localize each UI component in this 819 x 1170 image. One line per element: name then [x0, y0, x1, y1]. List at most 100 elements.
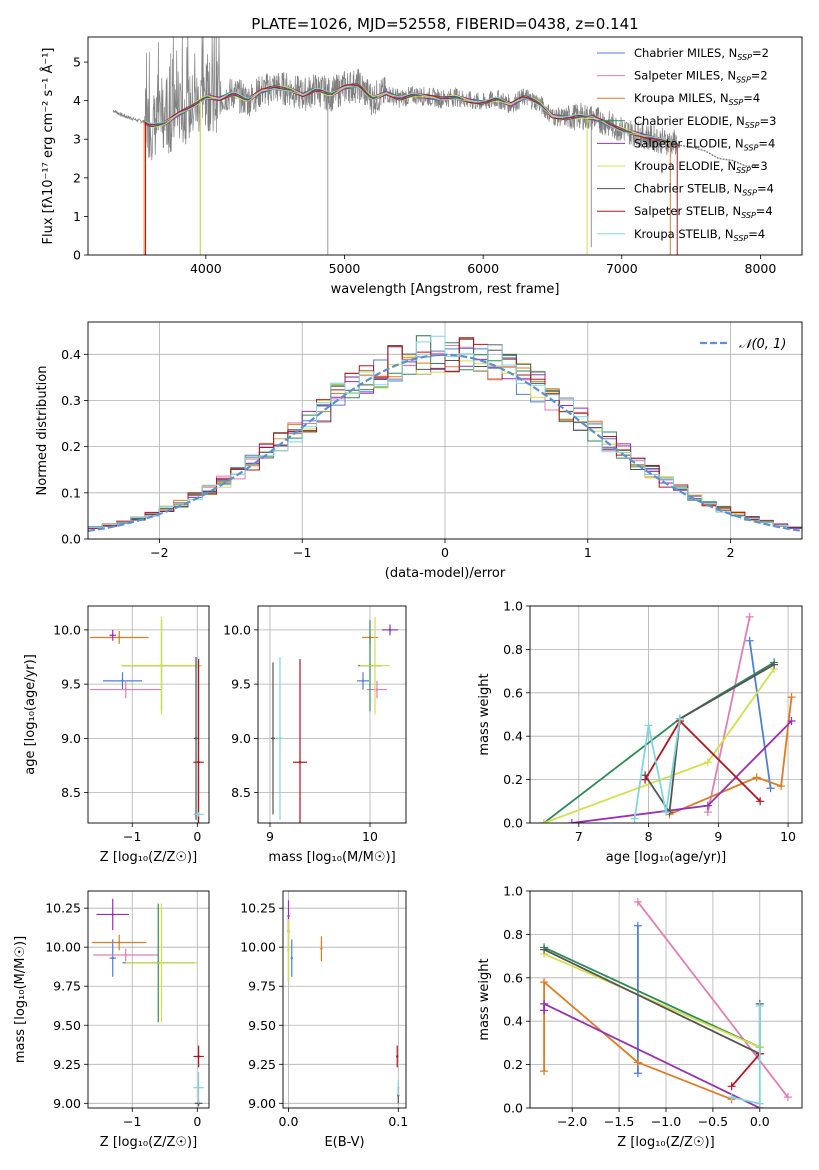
- age-vs-mass-axes-frame: [257, 605, 407, 824]
- age-vs-mass-errorbar: [293, 659, 307, 823]
- age-vs-Z-errorbar: [89, 630, 149, 644]
- mass-weight-vs-age-line: [633, 718, 681, 819]
- age-vs-mass-y-tick-label: 10.0: [223, 622, 251, 637]
- age-vs-mass-xlabel: mass [log₁₀(M/M☉)]: [268, 850, 395, 865]
- spectrum-axes: 4000 5000 6000 7000 8000 0 1 2 3 4 5: [73, 55, 776, 276]
- mass-weight-vs-age-marker: [630, 814, 639, 823]
- mass-weight-vs-Z-marker: [540, 999, 549, 1008]
- mass-weight-vs-age-marker: [745, 612, 754, 621]
- legend-entry: Salpeter ELODIE, NSSP=4: [634, 136, 775, 152]
- residuals-x-tick-label: 0: [441, 545, 449, 560]
- mass-weight-vs-age-series: [539, 612, 796, 823]
- data-point: [361, 679, 365, 683]
- age-vs-mass-errorbar: [357, 672, 369, 690]
- residuals-x-tick-label: −2: [150, 545, 168, 560]
- spectrum-y-tick-label: 4: [73, 93, 81, 108]
- data-point: [271, 737, 275, 740]
- age-vs-Z-points: [89, 616, 204, 823]
- mass-weight-vs-Z-axes: −2.0 −1.5 −1.0 −0.5 0.0 0.0 0.2 0.4 0.6 0.8 1.0: [503, 884, 802, 1129]
- mass-weight-vs-Z-xlabel: Z [log₁₀(Z/Z☉)]: [617, 1135, 714, 1150]
- residuals-x-tick-label: 1: [584, 545, 592, 560]
- mass-weight-vs-age-marker: [703, 758, 712, 767]
- mass-weight-vs-Z-marker: [540, 1067, 549, 1076]
- data-point: [111, 956, 114, 960]
- age-vs-Z-y-tick-label: 8.5: [61, 785, 81, 800]
- mass-weight-vs-Z-marker: [783, 1093, 792, 1102]
- mass-vs-ebv-y-tick-label: 10.00: [240, 940, 276, 955]
- age-vs-mass-x-tick-label: 10: [362, 829, 378, 844]
- mass-vs-Z-axes: −1 0 9.00 9.25 9.50 9.75 10.00 10.25: [45, 891, 209, 1129]
- age-vs-mass-errorbar: [271, 662, 275, 815]
- data-point: [197, 1086, 200, 1089]
- data-point: [111, 913, 114, 916]
- data-point: [197, 813, 200, 816]
- mass-weight-vs-Z-axes-frame: [529, 890, 803, 1109]
- mass-vs-ebv-y-tick-label: 9.25: [248, 1057, 276, 1072]
- mass-vs-Z-ylabel: mass [log₁₀(M/M☉)]: [13, 936, 28, 1063]
- figure-title: PLATE=1026, MJD=52558, FIBERID=0438, z=0…: [251, 15, 638, 33]
- age-vs-Z-errorbar: [193, 812, 204, 817]
- mass-weight-vs-Z-x-tick-label: 0.0: [750, 1114, 770, 1129]
- residuals-y-tick-label: 0.4: [61, 347, 81, 362]
- spectrum-x-tick-label: 6000: [467, 261, 499, 276]
- data-point: [396, 1055, 399, 1058]
- mass-vs-ebv-points: [287, 900, 400, 1104]
- mass-weight-vs-Z-marker: [755, 1099, 764, 1108]
- spectrum-y-tick-label: 5: [73, 55, 81, 70]
- mass-weight-vs-age-marker: [752, 773, 761, 782]
- mass-vs-ebv-errorbar: [320, 936, 323, 962]
- age-vs-Z-axes-frame: [87, 605, 210, 824]
- mass-weight-vs-Z-y-tick-label: 1.0: [503, 884, 523, 899]
- mass-weight-vs-Z-x-tick-label: −1.0: [651, 1114, 681, 1129]
- mass-vs-ebv-y-tick-label: 10.25: [240, 901, 276, 916]
- mass-weight-vs-Z-y-tick-label: 0.4: [503, 1014, 523, 1029]
- mass-vs-ebv-errorbar: [290, 939, 293, 977]
- mass-weight-vs-age-marker: [641, 775, 650, 784]
- residuals-axes-frame: [87, 321, 803, 540]
- mass-weight-vs-Z-marker: [540, 945, 549, 954]
- age-vs-Z-errorbar: [194, 656, 198, 820]
- spectrum-ylabel: Flux [fλ10⁻¹⁷ erg cm⁻² s⁻¹ Å⁻¹]: [40, 48, 56, 245]
- mass-weight-vs-Z-marker: [633, 1069, 642, 1078]
- spectrum-data: [112, 37, 678, 161]
- mass-weight-vs-Z-line: [637, 901, 789, 1098]
- mass-weight-vs-age-y-tick-label: 0.4: [503, 729, 523, 744]
- spectrum-model-line: [144, 83, 669, 143]
- residuals-y-tick-label: 0.1: [61, 485, 81, 500]
- mass-weight-vs-age-y-tick-label: 0.2: [503, 772, 523, 787]
- mass-weight-vs-Z-marker: [727, 1082, 736, 1091]
- mass-weight-vs-Z-line: [731, 1053, 761, 1087]
- age-vs-mass-y-tick-label: 9.0: [231, 731, 251, 746]
- age-vs-Z-xlabel: Z [log₁₀(Z/Z☉)]: [100, 850, 197, 865]
- age-vs-Z-x-tick-label: 0: [193, 829, 201, 844]
- mass-vs-ebv-errorbar: [396, 1045, 399, 1068]
- mass-weight-vs-Z-y-tick-label: 0.6: [503, 970, 523, 985]
- data-point: [287, 949, 290, 952]
- age-vs-Z-ylabel: age [log₁₀(age/yr)]: [23, 654, 38, 775]
- mass-weight-vs-age-marker: [777, 782, 786, 791]
- legend-entry: Kroupa ELODIE, NSSP=3: [634, 159, 768, 175]
- mass-vs-Z-y-tick-label: 9.75: [53, 979, 81, 994]
- age-vs-Z-errorbar: [102, 672, 142, 690]
- mass-vs-Z-xlabel: Z [log₁₀(Z/Z☉)]: [100, 1135, 197, 1150]
- mass-weight-vs-Z-series: [540, 897, 792, 1108]
- mass-vs-Z-errorbar: [93, 948, 159, 962]
- spectrum-axes-frame: [87, 36, 803, 256]
- mass-weight-vs-age-marker: [787, 717, 796, 726]
- data-point: [320, 947, 323, 950]
- spectrum-y-tick-label: 3: [73, 132, 81, 147]
- data-point: [124, 953, 127, 957]
- mass-vs-ebv-y-tick-label: 9.00: [248, 1096, 276, 1111]
- mass-vs-ebv-axes: 0.0 0.1 9.00 9.25 9.50 9.75 10.00 10.25: [240, 891, 408, 1129]
- data-point: [290, 956, 293, 960]
- data-point: [388, 628, 392, 632]
- mass-weight-vs-Z-marker: [633, 921, 642, 930]
- age-vs-mass-errorbar: [382, 624, 398, 636]
- age-vs-Z-x-tick-label: −1: [123, 829, 141, 844]
- mass-weight-vs-age-line: [669, 696, 793, 816]
- data-point: [124, 688, 127, 691]
- age-vs-Z-y-tick-label: 9.5: [61, 677, 81, 692]
- age-vs-mass-points: [271, 616, 398, 823]
- spectrum-series: [112, 37, 758, 255]
